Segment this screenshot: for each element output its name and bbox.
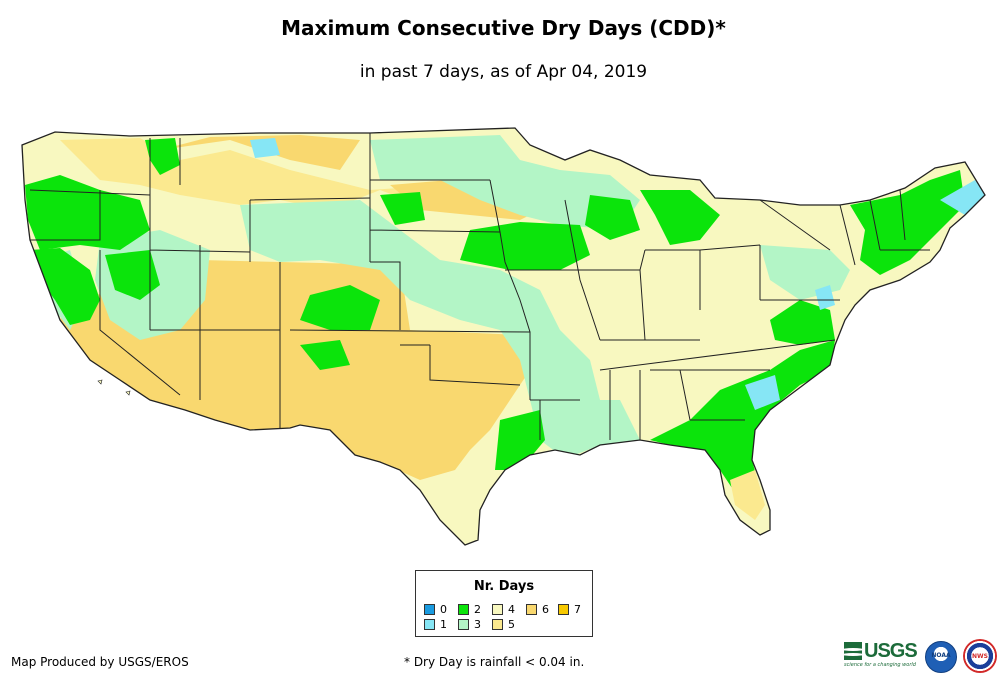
legend-swatch-1 [424,619,435,630]
dry-day-footnote: * Dry Day is rainfall < 0.04 in. [404,655,585,669]
cdd-fill-layer [22,128,985,545]
fill-florida-5day [730,470,765,520]
fill-michigan-2day [640,190,720,245]
legend-title: Nr. Days [473,579,535,594]
fill-wisconsin-2day [585,195,640,240]
usgs-logo: USGS science for a changing world [844,640,918,668]
legend-item-0: 0 [424,603,447,616]
legend-item-3: 3 [458,618,481,631]
legend-item-2: 2 [458,603,481,616]
map-islands [97,379,131,396]
border-us-outline [21,127,986,546]
fill-north-3day [370,135,640,230]
fill-pacific-nw-2day [25,175,150,250]
legend-swatch-6 [526,604,537,615]
fill-montana-6day [160,135,360,170]
nws-logo-text: NWS [972,652,988,660]
legend-label-0: 0 [440,603,447,616]
usgs-wave-icon [844,642,862,660]
legend-label-1: 1 [440,618,447,631]
noaa-logo-text: NOAA [931,651,951,659]
legend-label-3: 3 [474,618,481,631]
fill-nd-2day [380,192,425,225]
fill-north-1day [250,138,280,158]
island-ca-2 [125,390,131,396]
legend-swatch-3 [458,619,469,630]
fill-nm-2day [300,340,350,370]
legend-item-7: 7 [558,603,581,616]
border-west-lines [29,138,371,428]
legend-swatch-2 [458,604,469,615]
legend-swatch-7 [558,604,569,615]
border-east-lines [564,189,930,440]
fill-iowa-2day [460,222,590,270]
legend-swatch-5 [492,619,503,630]
noaa-logo: NOAA [925,641,957,673]
legend-item-1: 1 [424,618,447,631]
legend-label-4: 4 [508,603,515,616]
state-borders [21,127,986,546]
fill-northeast-2day [850,170,965,275]
nws-logo: NWS [963,639,997,673]
fill-virginia-2day [770,300,835,345]
usgs-tagline: science for a changing world [844,662,916,668]
fill-nevada-2day [105,250,160,300]
fill-california-2day [30,248,100,325]
fill-colorado-2day [300,285,380,330]
fill-south-3day [555,400,640,455]
fill-idaho-2day [145,138,180,175]
legend-label-6: 6 [542,603,549,616]
legend-label-2: 2 [474,603,481,616]
legend-label-5: 5 [508,618,515,631]
fill-chesapeake-1day [815,285,835,310]
border-central-lines [289,133,590,440]
fill-dakota-6day [390,180,540,220]
legend-swatch-4 [492,604,503,615]
fill-carolina-1day [745,375,780,410]
legend-item-5: 5 [492,618,515,631]
map-credit: Map Produced by USGS/EROS [11,655,189,669]
legend-swatch-0 [424,604,435,615]
usgs-logo-text: USGS [864,640,918,662]
legend-label-7: 7 [574,603,581,616]
map-title: Maximum Consecutive Dry Days (CDD)* [281,16,726,40]
map-legend: Nr. Days 0 1 2 3 4 5 6 7 [415,570,593,637]
map-subtitle: in past 7 days, as of Apr 04, 2019 [359,62,648,82]
legend-item-4: 4 [492,603,515,616]
legend-item-6: 6 [526,603,549,616]
island-ca-1 [97,379,103,385]
